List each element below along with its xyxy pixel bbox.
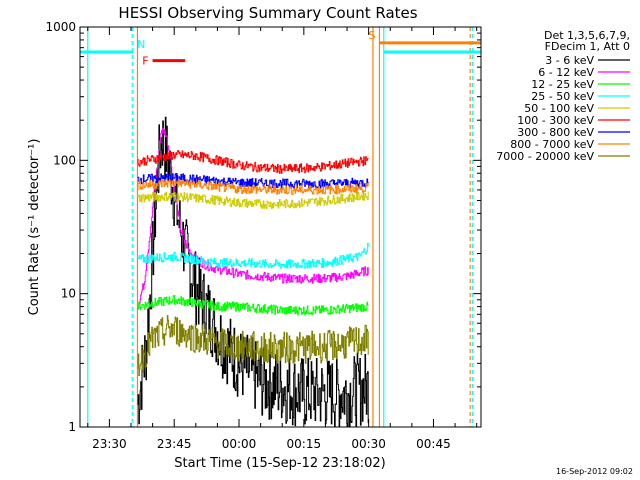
timestamp: 16-Sep-2012 09:02 bbox=[556, 467, 633, 476]
series-line-2 bbox=[137, 295, 369, 316]
legend-label: 50 - 100 keV bbox=[524, 102, 594, 115]
x-tick-label: 00:15 bbox=[287, 437, 322, 451]
y-tick-label: 100 bbox=[53, 153, 76, 167]
legend-header-line-2: FDecim 1, Att 0 bbox=[545, 40, 630, 53]
legend-label: 3 - 6 keV bbox=[545, 54, 594, 67]
series-line-8 bbox=[137, 315, 369, 376]
legend-label: 300 - 800 keV bbox=[517, 126, 594, 139]
x-tick-label: 23:30 bbox=[92, 437, 127, 451]
y-tick-label: 1000 bbox=[45, 20, 76, 34]
vertical-markers bbox=[87, 27, 473, 427]
x-tick-label: 00:45 bbox=[416, 437, 451, 451]
x-axis-label: Start Time (15-Sep-12 23:18:02) bbox=[174, 456, 385, 471]
annotation-label-S: S bbox=[368, 29, 375, 42]
x-tick-label: 23:45 bbox=[157, 437, 192, 451]
y-axis-ticks: 1 10 100 1000 bbox=[45, 20, 481, 434]
annotation-bars: NF S bbox=[80, 29, 481, 68]
x-axis-ticks: 23:30 23:45 00:00 00:15 00:30 00:45 bbox=[87, 27, 478, 451]
plot-frame bbox=[79, 26, 482, 428]
y-tick-label: 10 bbox=[61, 287, 76, 301]
x-tick-label: 00:30 bbox=[351, 437, 386, 451]
annotation-label-N: N bbox=[137, 38, 145, 51]
legend-label: 25 - 50 keV bbox=[531, 90, 594, 103]
series-line-3 bbox=[137, 242, 369, 269]
series-line-5 bbox=[137, 150, 369, 174]
series-line-6 bbox=[137, 173, 369, 189]
legend-label: 7000 - 20000 keV bbox=[496, 150, 594, 163]
legend-label: 100 - 300 keV bbox=[517, 114, 594, 127]
series-layer bbox=[137, 116, 369, 428]
annotation-label-F: F bbox=[142, 55, 148, 68]
legend-label: 800 - 7000 keV bbox=[510, 138, 594, 151]
chart-title: HESSI Observing Summary Count Rates bbox=[118, 4, 417, 22]
x-tick-label: 00:00 bbox=[222, 437, 257, 451]
y-tick-label: 1 bbox=[68, 420, 76, 434]
y-axis-label: Count Rate (s⁻¹ detector⁻¹) bbox=[27, 139, 42, 316]
legend-label: 6 - 12 keV bbox=[538, 66, 594, 79]
legend-label: 12 - 25 keV bbox=[531, 78, 594, 91]
series-line-7 bbox=[137, 178, 369, 195]
series-line-4 bbox=[137, 190, 369, 210]
legend-header-line-1: Det 1,3,5,6,7,9, bbox=[544, 29, 630, 42]
